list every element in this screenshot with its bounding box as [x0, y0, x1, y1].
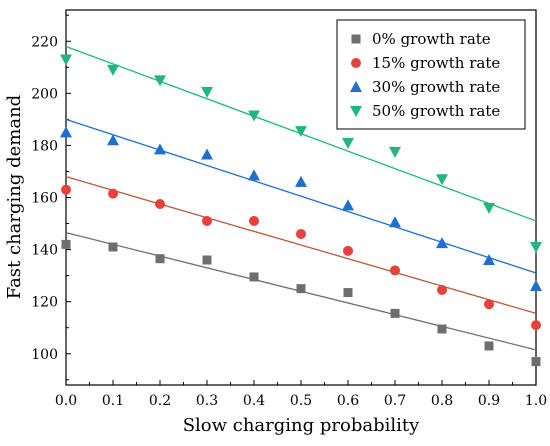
- legend-label: 50% growth rate: [372, 102, 500, 120]
- data-point: [437, 284, 447, 295]
- data-point: [437, 324, 447, 334]
- x-tick-label: 0.7: [384, 393, 406, 409]
- data-point: [155, 254, 165, 264]
- x-tick-label: 0.0: [55, 393, 77, 409]
- data-point: [155, 199, 165, 210]
- data-point: [61, 239, 71, 249]
- data-point: [201, 148, 213, 160]
- legend-box: [336, 19, 526, 130]
- y-tick-label: 160: [31, 191, 58, 207]
- fit-line: [65, 176, 537, 315]
- x-tick-label: 0.1: [102, 393, 124, 409]
- legend-label: 0% growth rate: [372, 30, 491, 48]
- x-tick-label: 0.2: [149, 393, 171, 409]
- data-point: [202, 255, 212, 265]
- x-tick-label: 0.5: [290, 393, 312, 409]
- data-point: [530, 241, 542, 253]
- legend: 0% growth rate 15% growth rate 30% growth …: [336, 19, 526, 130]
- data-point: [248, 169, 260, 181]
- data-point: [249, 215, 259, 226]
- data-point: [107, 134, 119, 146]
- data-point: [60, 54, 72, 66]
- x-tick-label: 0.9: [478, 393, 500, 409]
- y-tick-label: 140: [31, 243, 58, 259]
- y-axis-ticks: 100 120 140 160 180 200 220: [31, 14, 71, 381]
- data-point: [342, 137, 354, 149]
- data-point: [108, 242, 118, 252]
- x-tick-label: 0.6: [337, 393, 359, 409]
- legend-label: 30% growth rate: [372, 78, 500, 96]
- data-point: [248, 110, 260, 122]
- data-point: [202, 215, 212, 226]
- data-point: [390, 265, 400, 276]
- data-point: [436, 174, 448, 186]
- data-point: [107, 64, 119, 76]
- data-point: [389, 146, 401, 158]
- data-point: [483, 254, 495, 265]
- data-point: [484, 299, 494, 310]
- legend-marker: [351, 58, 361, 68]
- y-axis-title: Fast charging demand: [4, 95, 25, 299]
- x-tick-label: 1.0: [525, 393, 547, 409]
- data-point: [530, 280, 542, 292]
- x-tick-label: 0.4: [243, 393, 265, 409]
- legend-marker: [350, 106, 362, 117]
- data-point: [296, 284, 306, 294]
- legend-marker: [351, 34, 361, 44]
- data-markers: [60, 54, 542, 367]
- data-point: [296, 228, 306, 239]
- data-point: [295, 175, 307, 187]
- data-point: [61, 184, 71, 195]
- data-point: [343, 245, 353, 256]
- data-point: [249, 272, 259, 282]
- x-tick-label: 0.8: [431, 393, 453, 409]
- data-point: [390, 308, 400, 318]
- data-point: [108, 188, 118, 199]
- data-point: [60, 126, 72, 138]
- fit-line: [65, 118, 537, 274]
- data-point: [484, 341, 494, 351]
- data-point: [295, 126, 307, 138]
- y-tick-label: 120: [31, 295, 58, 311]
- data-point: [201, 87, 213, 99]
- legend-marker: [350, 81, 362, 92]
- data-point: [342, 199, 354, 211]
- data-point: [531, 357, 541, 367]
- data-point: [343, 288, 353, 298]
- data-point: [154, 143, 166, 155]
- data-point: [483, 202, 495, 214]
- y-tick-label: 220: [31, 34, 58, 50]
- y-tick-label: 100: [31, 347, 58, 363]
- data-point: [154, 75, 166, 87]
- data-point: [436, 237, 448, 249]
- x-tick-label: 0.3: [196, 393, 218, 409]
- legend-label: 15% growth rate: [372, 54, 500, 72]
- x-axis-ticks: 0.0 0.1 0.2 0.3 0.4 0.5 0.6 0.7 0.8 0.9 1.0: [55, 380, 547, 409]
- data-point: [531, 320, 541, 331]
- y-tick-label: 200: [31, 86, 58, 102]
- y-tick-label: 180: [31, 138, 58, 154]
- x-axis-title: Slow charging probability: [183, 415, 420, 436]
- data-point: [389, 216, 401, 228]
